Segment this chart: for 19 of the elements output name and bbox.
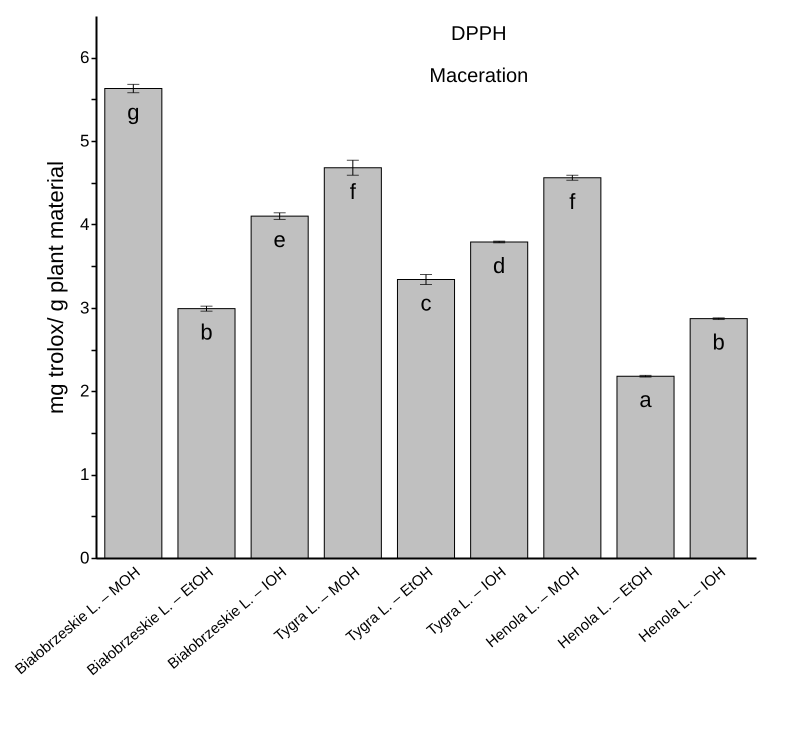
y-tick-label: 4 (80, 214, 90, 234)
y-tick-label: 0 (80, 548, 90, 568)
annotation: f (569, 188, 576, 214)
annotation: b (712, 330, 725, 355)
y-tick-label: 2 (80, 382, 90, 401)
annotation: d (493, 252, 506, 278)
annotation: b (200, 320, 213, 345)
y-tick-label: 1 (80, 465, 90, 484)
chart-title: DPPH (451, 23, 507, 45)
y-axis-title: mg trolox/ g plant material (43, 160, 68, 414)
annotation: f (350, 178, 357, 204)
y-tick-label: 6 (80, 48, 90, 68)
annotation: g (127, 100, 140, 125)
annotation: c (420, 290, 432, 316)
annotation: e (274, 227, 286, 252)
y-tick-label: 3 (80, 298, 90, 318)
annotation: a (639, 387, 652, 412)
y-tick-label: 5 (80, 132, 90, 151)
text: Maceration (429, 65, 528, 87)
